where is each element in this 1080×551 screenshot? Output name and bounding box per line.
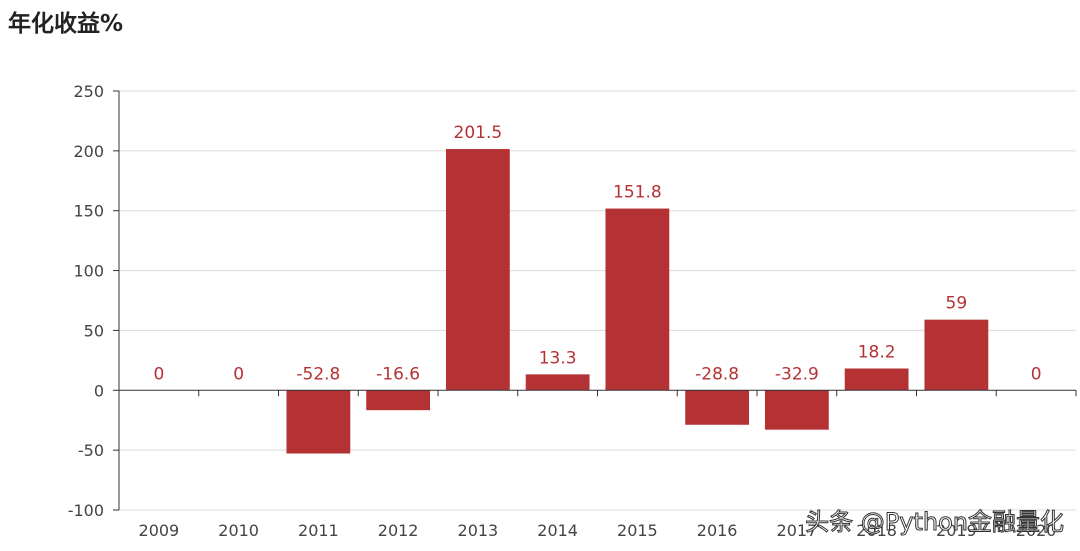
- y-tick-label: 200: [73, 142, 104, 161]
- x-tick-label: 2017: [777, 521, 818, 540]
- data-label-2020: 0: [1031, 364, 1042, 384]
- data-label-2019: 59: [946, 294, 968, 314]
- x-tick-label: 2010: [218, 521, 259, 540]
- bar-2013: [445, 149, 510, 391]
- data-label-2015: 151.8: [613, 183, 662, 203]
- bar-2015: [605, 208, 670, 391]
- bar-2018: [844, 368, 909, 391]
- x-tick-label: 2013: [458, 521, 499, 540]
- bar-2014: [525, 374, 590, 391]
- y-tick-label: 50: [84, 321, 104, 340]
- y-tick-label: 250: [73, 82, 104, 101]
- bar-2012: [366, 390, 431, 411]
- data-label-2013: 201.5: [454, 123, 503, 143]
- data-label-2017: -32.9: [775, 364, 819, 384]
- data-label-2014: 13.3: [539, 348, 577, 368]
- y-tick-label: 0: [94, 381, 104, 400]
- x-tick-label: 2018: [856, 521, 897, 540]
- data-label-2012: -16.6: [376, 364, 420, 384]
- data-label-2011: -52.8: [296, 364, 340, 384]
- x-tick-label: 2020: [1016, 521, 1057, 540]
- y-tick-label: -50: [78, 441, 104, 460]
- bar-2019: [924, 319, 989, 391]
- x-tick-label: 2019: [936, 521, 977, 540]
- x-tick-label: 2009: [139, 521, 180, 540]
- data-label-2010: 0: [233, 364, 244, 384]
- y-tick-label: 100: [73, 262, 104, 281]
- bar-2017: [764, 390, 829, 430]
- bar-2011: [286, 390, 351, 454]
- y-tick-label: 150: [73, 202, 104, 221]
- data-label-2009: 0: [153, 364, 164, 384]
- chart-title: 年化收益%: [8, 11, 124, 37]
- data-label-2018: 18.2: [858, 342, 896, 362]
- data-label-2016: -28.8: [695, 364, 739, 384]
- x-tick-label: 2012: [378, 521, 419, 540]
- watermark: 头条 @Python金融量化: [805, 508, 1065, 537]
- x-tick-label: 2014: [537, 521, 578, 540]
- y-tick-label: -100: [68, 501, 104, 520]
- x-tick-label: 2016: [697, 521, 738, 540]
- x-tick-label: 2011: [298, 521, 339, 540]
- bar-2016: [685, 390, 750, 425]
- x-tick-label: 2015: [617, 521, 658, 540]
